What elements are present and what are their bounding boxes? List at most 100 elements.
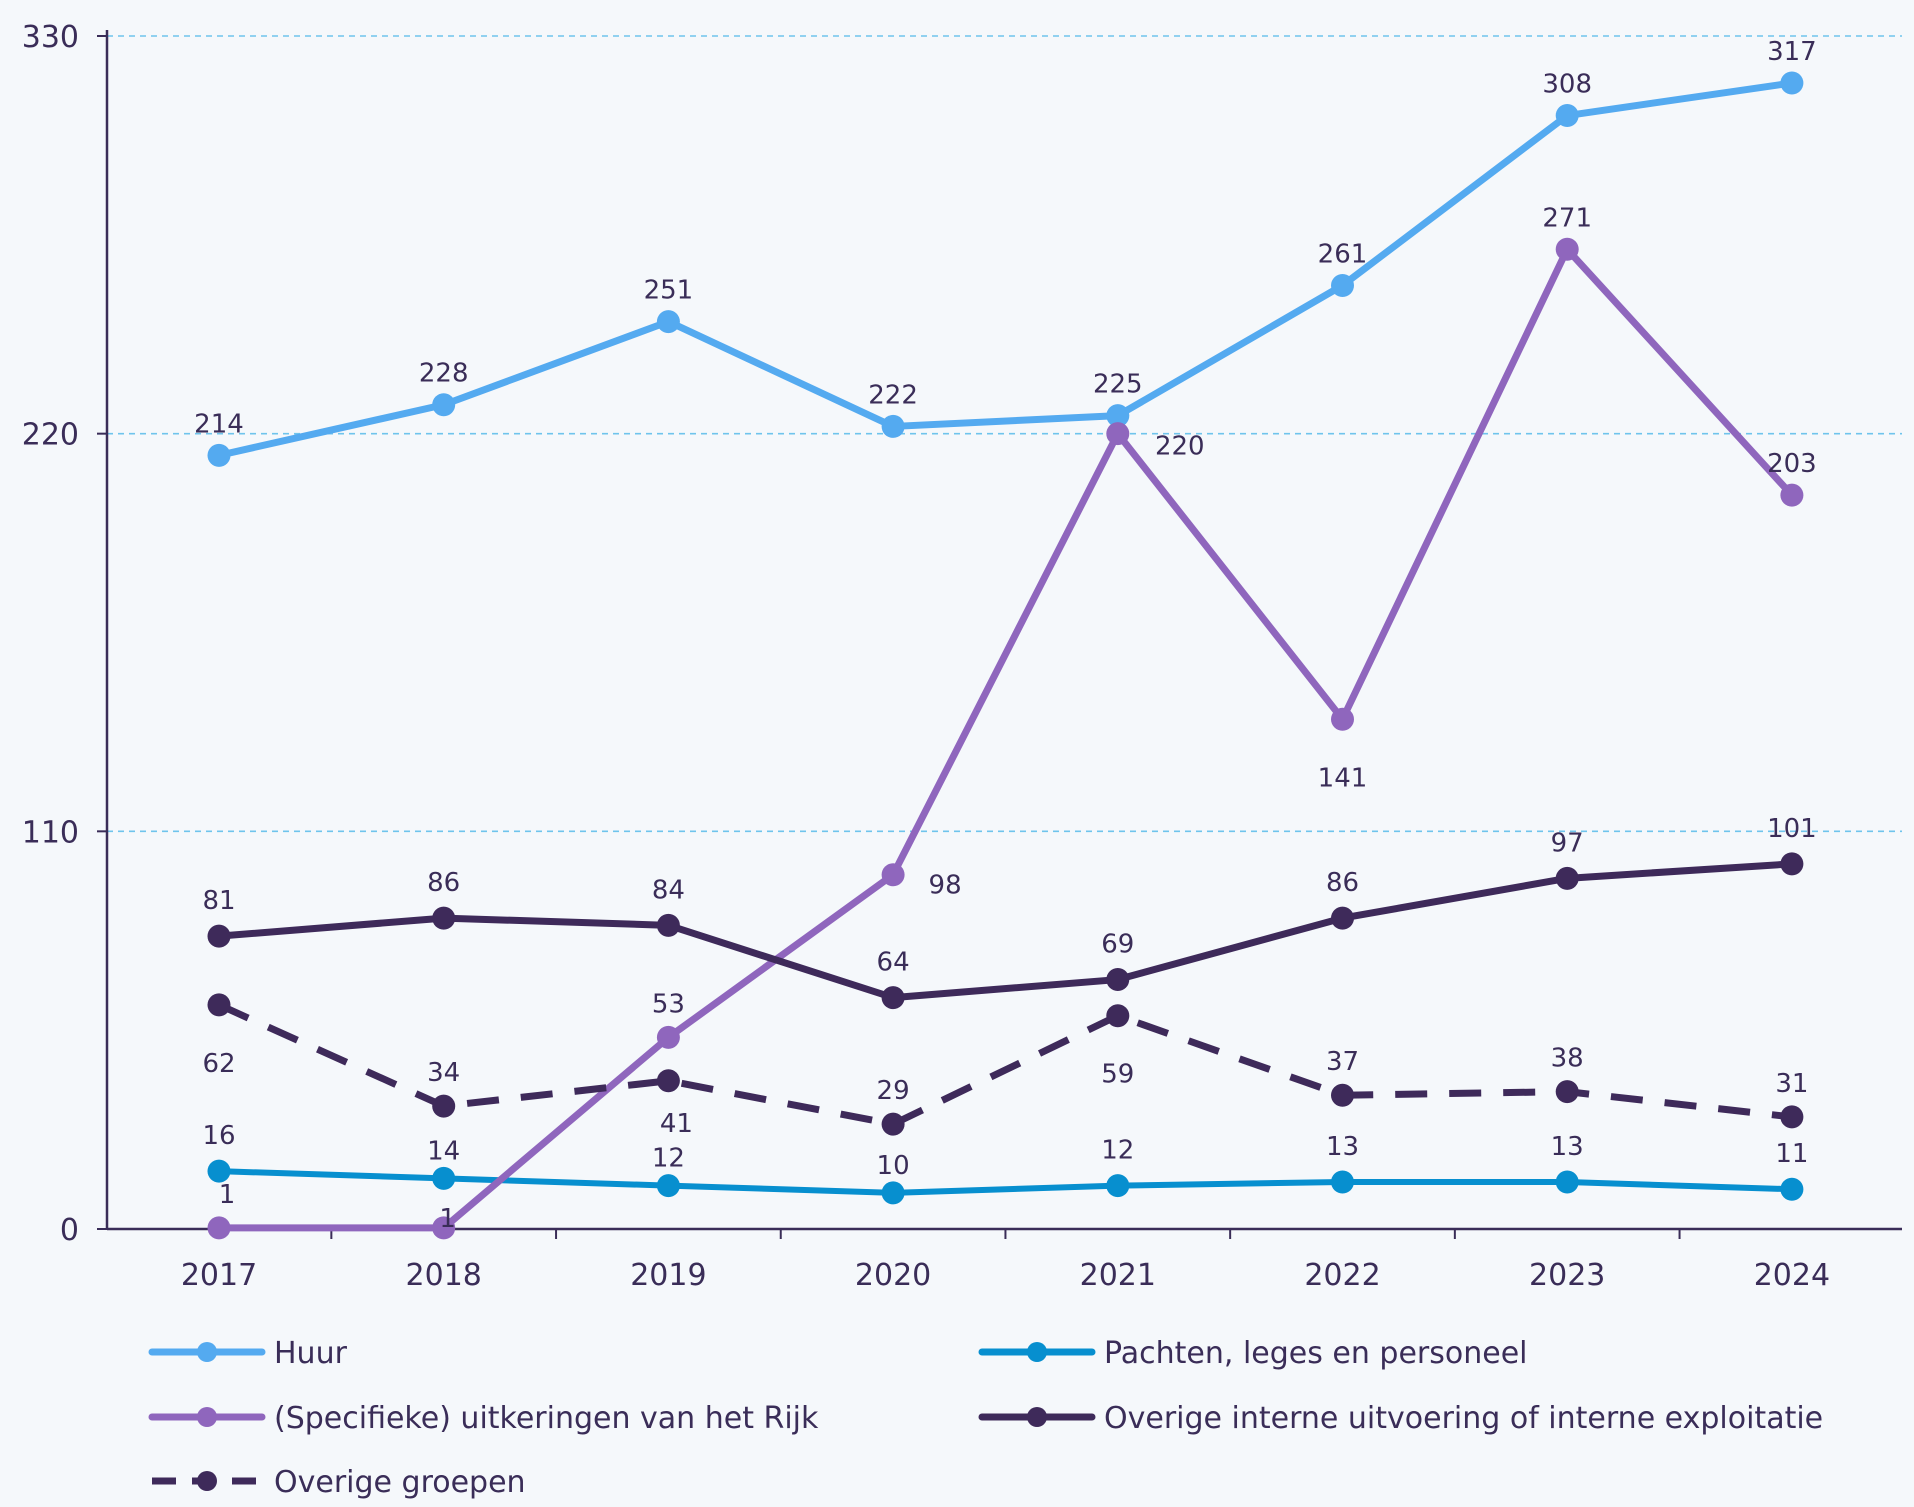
data-point <box>432 1094 456 1118</box>
data-label: 11 <box>1775 1139 1808 1169</box>
data-point <box>1331 1083 1354 1107</box>
series-line <box>217 1001 1793 1128</box>
x-tick-label: 2020 <box>855 1258 931 1293</box>
data-point <box>207 443 231 467</box>
legend-label: (Specifieke) uitkeringen van het Rijk <box>274 1401 819 1436</box>
y-tick-label: 330 <box>22 20 79 55</box>
y-tick-label: 0 <box>60 1213 79 1248</box>
data-label: 86 <box>427 868 460 898</box>
data-point <box>1106 1004 1130 1028</box>
data-label: 10 <box>877 1151 910 1181</box>
data-label: 222 <box>868 380 918 410</box>
x-tick-label: 2021 <box>1080 1258 1156 1293</box>
x-tick-label: 2024 <box>1754 1258 1830 1293</box>
data-point <box>207 1159 231 1183</box>
data-label: 214 <box>194 409 244 439</box>
data-label: 34 <box>427 1058 460 1088</box>
data-label: 12 <box>1101 1136 1134 1166</box>
data-point <box>656 1174 680 1198</box>
data-point <box>1331 707 1354 731</box>
data-label: 13 <box>1551 1132 1584 1162</box>
data-point <box>207 924 231 948</box>
data-label: 12 <box>652 1144 685 1174</box>
data-label: 13 <box>1326 1132 1359 1162</box>
data-point <box>881 1181 905 1205</box>
data-label: 14 <box>427 1136 460 1166</box>
data-point <box>432 906 456 930</box>
data-point <box>1555 237 1579 261</box>
data-label: 37 <box>1326 1047 1359 1077</box>
legend-swatch-marker <box>197 1407 217 1427</box>
series-line <box>215 245 1796 1232</box>
data-point <box>1555 1080 1579 1104</box>
data-label: 62 <box>202 1049 235 1079</box>
data-point <box>207 1216 231 1240</box>
data-point <box>1555 1170 1579 1194</box>
data-label: 101 <box>1767 814 1817 844</box>
data-point <box>1780 1177 1804 1201</box>
legend-label: Overige interne uitvoering of interne ex… <box>1104 1401 1823 1436</box>
data-point <box>881 986 905 1010</box>
x-tick-label: 2017 <box>181 1258 257 1293</box>
data-point <box>432 1166 456 1190</box>
x-tick-label: 2022 <box>1304 1258 1380 1293</box>
data-label: 16 <box>202 1121 235 1151</box>
data-point <box>881 1112 905 1136</box>
y-tick-label: 220 <box>22 418 79 453</box>
data-point <box>1780 71 1804 95</box>
data-point <box>1106 1174 1130 1198</box>
data-point <box>881 414 905 438</box>
data-label: 141 <box>1318 763 1368 793</box>
data-point <box>1331 906 1354 930</box>
data-label: 98 <box>929 871 962 901</box>
x-tick-label: 2018 <box>406 1258 482 1293</box>
legend-label: Overige groepen <box>274 1465 526 1500</box>
data-label: 317 <box>1767 37 1817 67</box>
data-label: 29 <box>877 1076 910 1106</box>
data-point <box>881 863 905 887</box>
data-label: 53 <box>652 989 685 1019</box>
data-label: 59 <box>1101 1060 1134 1090</box>
data-label: 308 <box>1542 70 1592 100</box>
data-point <box>1106 968 1130 992</box>
y-tick-label: 110 <box>22 815 79 850</box>
data-label: 251 <box>644 276 694 306</box>
data-point <box>656 310 680 334</box>
data-point <box>1106 422 1130 446</box>
data-label: 1 <box>439 1204 456 1234</box>
series-line <box>215 860 1796 1002</box>
data-point <box>1106 404 1130 428</box>
data-point <box>1780 1105 1804 1129</box>
x-tick-label: 2023 <box>1529 1258 1605 1293</box>
data-point <box>1780 852 1804 876</box>
data-point <box>656 1069 680 1093</box>
legend-label: Pachten, leges en personeel <box>1104 1336 1528 1371</box>
data-label: 64 <box>877 948 910 978</box>
data-point <box>656 913 680 937</box>
legend-label: Huur <box>274 1336 348 1371</box>
data-point <box>1555 866 1579 890</box>
legend-swatch-marker <box>197 1471 217 1491</box>
data-point <box>432 1216 456 1240</box>
data-label: 31 <box>1775 1069 1808 1099</box>
data-point <box>1780 483 1804 507</box>
data-point <box>1331 273 1354 297</box>
data-point <box>1331 1170 1354 1194</box>
legend-swatch-marker <box>1027 1407 1047 1427</box>
data-label: 86 <box>1326 868 1359 898</box>
data-label: 225 <box>1093 370 1143 400</box>
series-line <box>215 79 1796 459</box>
data-label: 41 <box>660 1109 693 1139</box>
legend-swatch-marker <box>197 1342 217 1362</box>
data-label: 203 <box>1767 449 1817 479</box>
data-label: 261 <box>1318 239 1368 269</box>
legend-swatch-marker <box>1027 1342 1047 1362</box>
data-point <box>1555 104 1579 128</box>
data-point <box>656 1025 680 1049</box>
data-point <box>432 393 456 417</box>
data-label: 69 <box>1101 930 1134 960</box>
data-label: 220 <box>1155 432 1205 462</box>
data-label: 228 <box>419 359 469 389</box>
data-label: 97 <box>1551 828 1584 858</box>
